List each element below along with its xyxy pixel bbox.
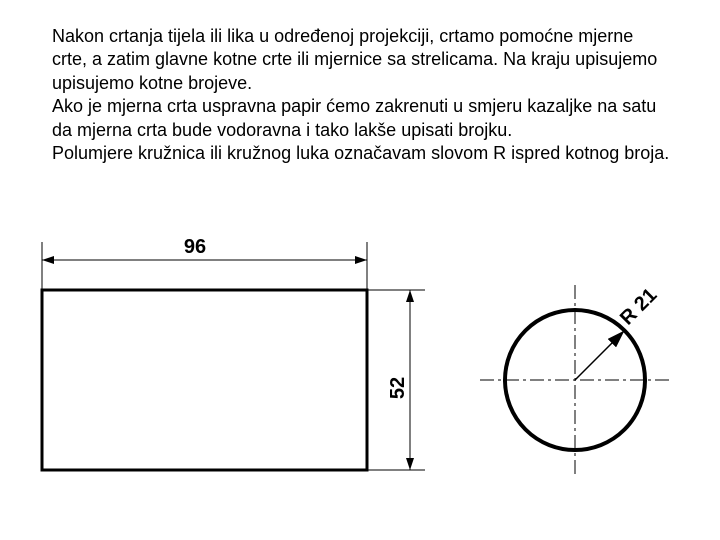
radius-label: R 21 xyxy=(616,284,661,329)
radius-line xyxy=(575,331,625,381)
drawing-canvas: 96 52 R 21 xyxy=(0,0,720,540)
rectangle-shape xyxy=(42,290,367,470)
dim-height-label: 52 xyxy=(387,377,409,399)
dim-width-label: 96 xyxy=(184,236,206,258)
